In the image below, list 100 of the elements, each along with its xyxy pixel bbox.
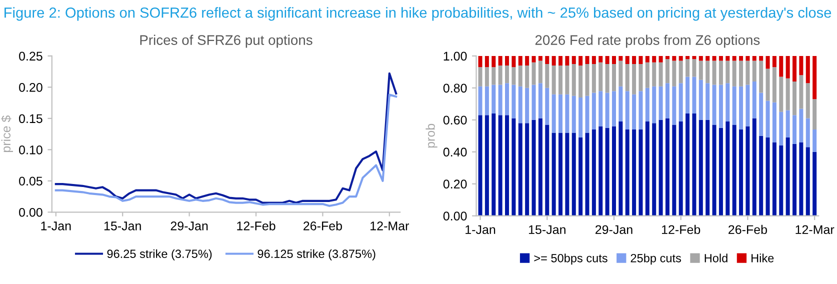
bar — [538, 56, 542, 61]
bar — [812, 56, 817, 100]
bar — [779, 56, 784, 77]
bar — [645, 62, 650, 88]
bar — [766, 56, 770, 69]
bar — [706, 120, 710, 216]
bar — [792, 56, 797, 82]
bar — [498, 84, 502, 116]
bar — [652, 62, 656, 86]
bar — [545, 64, 550, 88]
bar — [558, 56, 563, 66]
bar — [545, 124, 550, 216]
bar — [632, 56, 636, 64]
bar — [645, 56, 650, 62]
y-tick-label: 0.60 — [443, 116, 467, 125]
bar — [565, 66, 570, 94]
x-tick-label: 26-Feb — [304, 221, 342, 230]
bar — [759, 136, 764, 216]
bar — [746, 56, 750, 61]
y-tick-label: 0.20 — [19, 82, 42, 92]
bar — [799, 142, 804, 216]
bar — [552, 66, 556, 94]
bar — [585, 132, 590, 216]
bar — [806, 56, 810, 84]
bar — [746, 126, 750, 216]
bar — [605, 128, 610, 216]
bar — [772, 102, 776, 142]
bar — [585, 96, 590, 133]
bar — [698, 56, 703, 61]
bar — [645, 122, 650, 216]
bar — [772, 67, 776, 102]
bar — [799, 75, 804, 109]
bar — [592, 64, 596, 93]
bar — [786, 137, 790, 216]
bar — [712, 84, 716, 125]
bar — [678, 56, 683, 61]
bar — [598, 126, 603, 216]
bar — [585, 64, 590, 96]
bar — [552, 56, 556, 66]
bar — [726, 56, 730, 61]
bar — [605, 64, 610, 93]
x-tick-label: 26-Feb — [728, 224, 767, 234]
bar — [732, 60, 736, 86]
bar — [484, 86, 489, 116]
bar — [678, 60, 683, 84]
bar — [478, 115, 482, 216]
y-axis-title: price $ — [1, 115, 13, 152]
bar — [625, 130, 630, 216]
bar — [592, 130, 596, 216]
bar — [812, 130, 817, 152]
bar — [665, 83, 670, 118]
legend-label: 96.125 strike (3.875%) — [258, 249, 376, 260]
x-tick-label: 12-Feb — [662, 224, 700, 234]
bar — [792, 144, 797, 216]
bar — [759, 60, 764, 93]
bar — [512, 118, 516, 216]
x-tick-label: 12-Feb — [237, 221, 276, 230]
bar — [652, 56, 656, 62]
bar — [665, 56, 670, 60]
bar — [759, 92, 764, 136]
bar — [552, 132, 556, 216]
bar — [598, 62, 603, 92]
bar — [672, 124, 676, 216]
bar — [532, 120, 536, 216]
bar — [652, 123, 656, 216]
bar — [598, 91, 603, 126]
bar — [558, 132, 563, 216]
bar — [665, 118, 670, 216]
bar — [525, 56, 530, 66]
bar — [786, 78, 790, 110]
bar — [712, 56, 716, 61]
x-tick-label: 12-Mar — [370, 222, 410, 230]
bar — [746, 84, 750, 126]
bar — [478, 67, 482, 86]
bar — [786, 56, 790, 78]
bar — [759, 56, 764, 61]
bar — [678, 122, 683, 216]
bar — [532, 62, 536, 85]
bar — [578, 137, 583, 216]
bar — [545, 56, 550, 64]
bar — [525, 66, 530, 88]
bar — [478, 86, 482, 116]
bar — [665, 59, 670, 84]
bar — [612, 56, 616, 64]
bar — [779, 112, 784, 146]
bar — [505, 115, 510, 216]
bar — [612, 91, 616, 126]
bar — [732, 86, 736, 125]
x-tick-label: 12-Mar — [796, 225, 834, 234]
bar — [632, 64, 636, 94]
bar — [638, 130, 643, 216]
bar — [572, 96, 576, 133]
bar — [739, 56, 744, 61]
bar — [638, 56, 643, 64]
bar — [525, 88, 530, 124]
bar — [772, 142, 776, 216]
bar — [658, 120, 663, 216]
y-tick-label: 0.20 — [443, 180, 467, 189]
bar — [518, 86, 522, 124]
bar — [618, 122, 623, 216]
